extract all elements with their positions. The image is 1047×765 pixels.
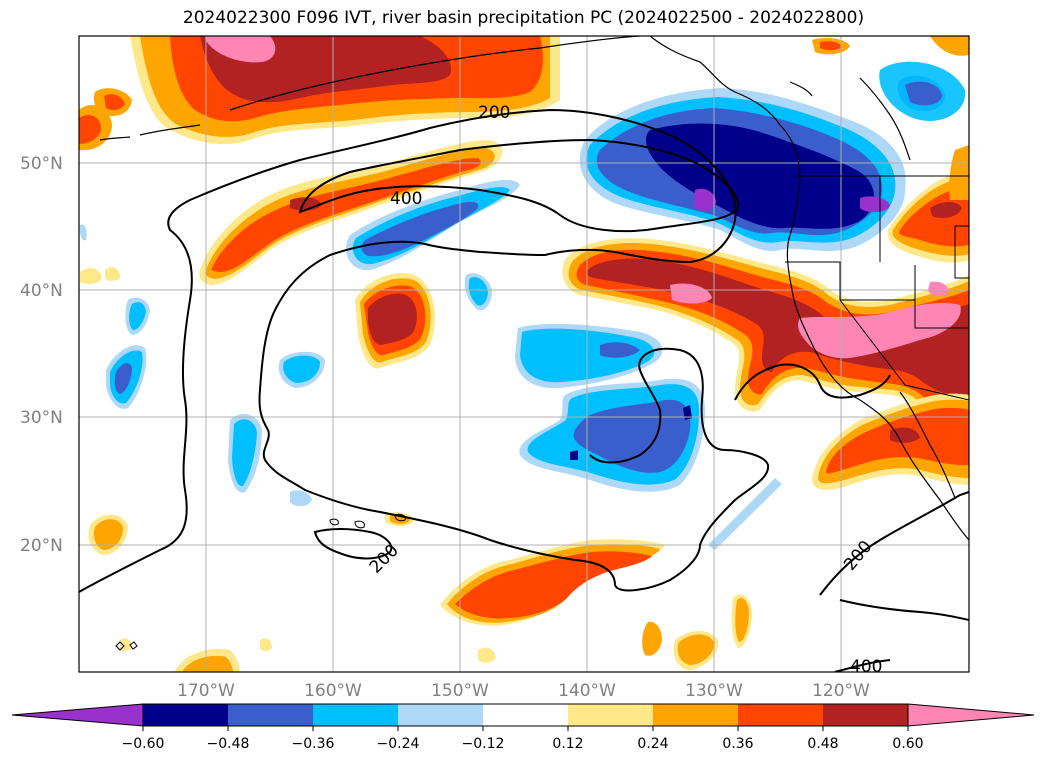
lon-label-170w: 170°W [177,681,235,701]
lon-label-160w: 160°W [304,681,362,701]
colorbar-segment [228,704,313,726]
colorbar-segment [398,704,483,726]
map-frame [78,35,970,673]
colorbar-tick-label: −0.48 [207,736,250,752]
lat-label-20n: 20°N [20,536,63,556]
coastlines [99,36,969,541]
graticule [79,36,969,672]
colorbar-tick-label: −0.12 [462,736,505,752]
colorbar-tick-label: 0.36 [722,736,753,752]
colorbar-segment [483,704,568,726]
ivt-contours [79,108,969,672]
colorbar-segment [568,704,653,726]
colorbar-tick-label: 0.12 [552,736,583,752]
colorbar-tick-label: 0.48 [807,736,838,752]
lon-label-150w: 150°W [431,681,489,701]
lon-label-130w: 130°W [685,681,743,701]
ivt-200-contour [79,108,770,593]
political-borders [785,175,969,401]
colorbar-tick-label: 0.60 [892,736,923,752]
ivt-200-contour-sw [313,528,393,560]
colorbar-tick-label: −0.36 [292,736,335,752]
map-title: 2024022300 F096 IVT, river basin precipi… [182,8,865,28]
colorbar-segment [313,704,398,726]
colorbar-segment [823,704,908,726]
contour-label: 400 [390,189,422,209]
latitude-labels: 50°N 40°N 30°N 20°N [20,154,63,556]
alaska-coast [229,36,641,111]
ivt-200-contour-se [819,491,969,596]
colorbar-segment [143,704,228,726]
islands [115,513,407,651]
colorbar: −0.60 −0.48 −0.36 −0.24 −0.12 0.12 0.24 0.36 0.4… [11,703,1035,752]
negative-anomaly-shading [79,61,966,550]
north-america-coast [649,36,969,541]
colorbar-segment [738,704,823,726]
contour-label: 400 [850,657,882,677]
lat-label-40n: 40°N [20,281,63,301]
contour-label: 200 [478,103,510,123]
map-panel [79,36,969,672]
colorbar-tick-label: 0.24 [637,736,668,752]
colorbar-arrow-min [11,703,144,727]
lon-label-120w: 120°W [812,681,870,701]
ivt-400-contour [298,138,740,233]
colorbar-arrow-max [907,703,1035,727]
lat-label-30n: 30°N [20,408,63,428]
longitude-labels: 170°W 160°W 150°W 140°W 130°W 120°W [177,681,870,701]
positive-anomaly-shading [79,36,969,672]
colorbar-outline [142,703,909,727]
baja-coast [899,391,956,499]
colorbar-tick-label: −0.24 [377,736,420,752]
ivt-400-contour-s [834,659,891,672]
colorbar-tick-label: −0.60 [122,736,165,752]
lon-label-140w: 140°W [558,681,616,701]
colorbar-segment [653,704,738,726]
lat-label-50n: 50°N [20,154,63,174]
